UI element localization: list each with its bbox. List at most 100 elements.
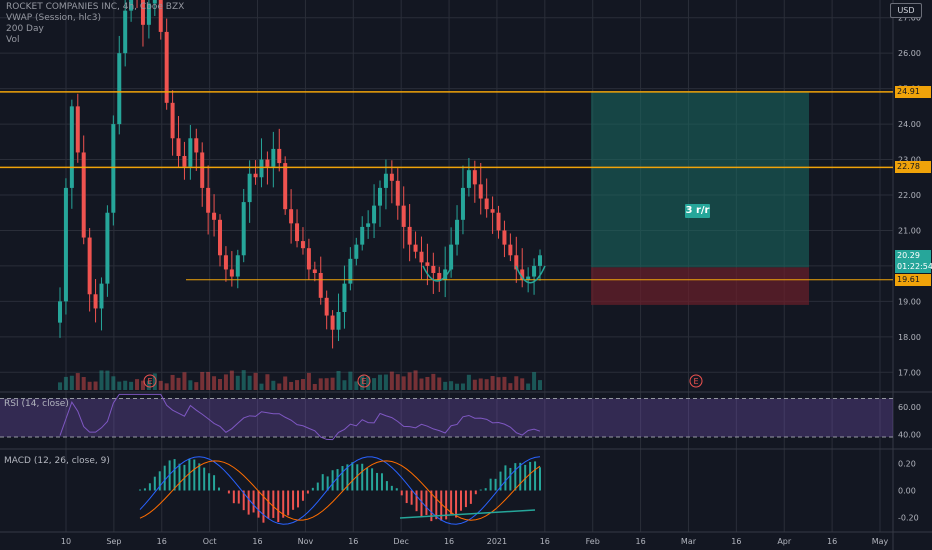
volume-bar [490,376,495,390]
divergence-line [399,509,536,519]
earnings-marker-text: E [147,377,152,386]
candlesticks [58,0,542,349]
target-zone [591,91,809,268]
earnings-marker-text: E [361,377,366,386]
volume-bar [277,383,282,390]
volume-bar [200,371,205,390]
candle-body [532,265,537,277]
currency-badge[interactable]: USD [890,3,922,18]
volume-bar [348,371,353,390]
candle-body [354,244,359,259]
volume-bar [520,378,525,390]
candle-body [330,315,335,330]
candle-body [419,251,424,263]
volume-bar [58,382,62,390]
volume-bar [87,381,92,390]
volume-bar [496,377,501,390]
volume-bar [425,376,430,390]
volume-bars [58,370,542,390]
candle-body [407,226,412,245]
volume-bar [235,375,240,390]
indicator-vol[interactable]: Vol [6,35,20,45]
risk-reward-zones [591,91,809,305]
candle-body [395,180,400,206]
symbol-title[interactable]: ROCKET COMPANIES INC, 4h, Cboe BZX [6,2,185,12]
time-tick-label: Dec [393,537,408,546]
candle-body [58,301,62,323]
candle-body [378,187,382,206]
price-tick-label: 18.00 [898,333,921,342]
volume-bar [378,374,382,390]
rsi-label[interactable]: RSI (14, close) [4,399,69,409]
candle-body [342,283,347,312]
macd-tick-label: 0.20 [898,460,916,469]
rsi-line [59,393,541,441]
volume-bar [312,383,317,390]
candle-body [538,255,542,266]
candle-body [472,170,477,185]
price-tick-label: 27.00 [898,14,921,23]
time-tick-label: Sep [106,537,121,546]
chart-legend: ROCKET COMPANIES INC, 4h, Cboe BZX VWAP … [6,2,184,46]
volume-bar [117,381,122,390]
volume-bar [336,370,341,390]
volume-bar [449,381,454,390]
volume-bar [111,376,116,390]
price-tag: 19.61 [895,273,931,286]
indicator-200day[interactable]: 200 Day [6,24,44,34]
time-tick-label: 2021 [487,537,507,546]
candle-body [158,0,163,32]
volume-bar [472,379,477,390]
candle-body [176,138,181,156]
risk-reward-label: 3 r/r [685,204,710,218]
time-tick-label: Nov [298,537,314,546]
rsi-band [0,398,893,437]
volume-bar [63,376,68,390]
volume-bar [360,375,365,390]
time-tick-label: 16 [540,537,550,546]
candle-body [277,148,282,164]
bottom-arc-right [515,265,546,284]
candle-body [223,255,228,270]
volume-bar [212,376,217,390]
candle-body [283,163,288,210]
macd-label[interactable]: MACD (12, 26, close, 9) [4,456,110,466]
price-tag: 20.29 [895,249,931,262]
candle-body [496,212,501,231]
time-tick-label: Feb [586,537,600,546]
candle-body [75,106,80,153]
candle-body [312,269,317,273]
candle-body [389,173,394,181]
candle-body [259,159,264,178]
volume-bar [306,372,311,390]
signal-line [139,460,541,521]
volume-bar [182,372,187,390]
time-tick-label: May [872,537,889,546]
volume-bar [538,380,542,390]
time-tick-label: 16 [731,537,741,546]
volume-bar [419,378,424,390]
price-tick-label: 24.00 [898,120,921,129]
volume-bar [366,376,371,390]
candle-body [318,273,323,298]
price-tick-label: 22.00 [898,191,921,200]
price-tick-label: 19.00 [898,297,921,306]
time-tick-label: 16 [444,537,454,546]
time-tick-label: 16 [157,537,167,546]
volume-bar [140,380,145,390]
candle-body [146,3,151,25]
candle-body [105,212,110,284]
time-tick-label: 16 [827,537,837,546]
candle-body [295,223,300,242]
price-tag: 01:22:54 [895,261,932,274]
candle-body [425,262,430,266]
price-tag: 22.78 [895,161,931,174]
indicator-vwap[interactable]: VWAP (Session, hlc3) [6,13,101,23]
volume-bar [401,376,406,390]
volume-bar [152,373,157,390]
rsi-tick-label: 40.00 [898,430,921,439]
time-tick-label: Oct [203,537,217,546]
candle-body [455,219,460,245]
candle-body [241,202,246,256]
